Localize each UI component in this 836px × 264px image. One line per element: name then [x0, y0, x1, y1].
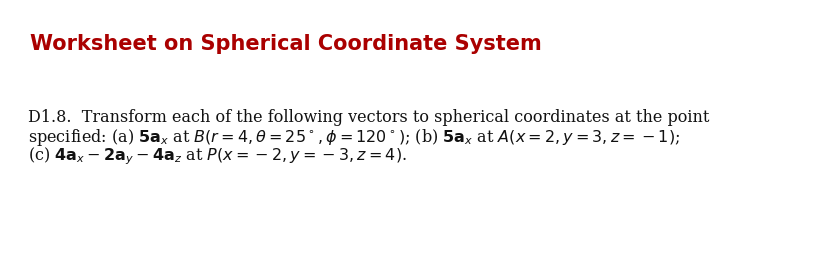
Text: Worksheet on Spherical Coordinate System: Worksheet on Spherical Coordinate System: [30, 34, 542, 54]
Text: specified: (a) $\mathbf{5a}_x$ at $B(r=4, \theta=25^\circ, \phi=120^\circ)$; (b): specified: (a) $\mathbf{5a}_x$ at $B(r=4…: [28, 127, 681, 148]
Text: D1.8.  Transform each of the following vectors to spherical coordinates at the p: D1.8. Transform each of the following ve…: [28, 109, 710, 126]
Text: (c) $\mathbf{4a}_x - \mathbf{2a}_y - \mathbf{4a}_z$ at $P(x=-2, y=-3, z=4)$.: (c) $\mathbf{4a}_x - \mathbf{2a}_y - \ma…: [28, 145, 407, 167]
